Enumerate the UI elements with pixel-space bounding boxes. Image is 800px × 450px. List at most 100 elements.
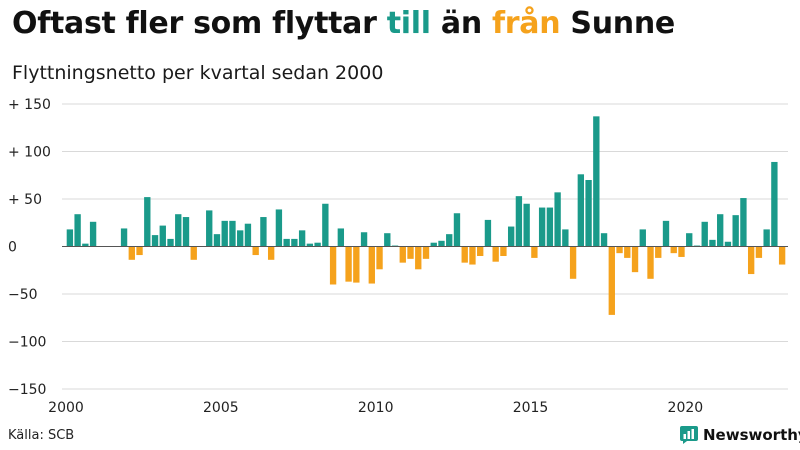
bar-2002-Q3 xyxy=(144,197,151,247)
bar-2011-Q3 xyxy=(422,246,430,259)
bar-2004-Q1 xyxy=(190,246,197,260)
bar-2003-Q3 xyxy=(175,214,182,247)
bar-2020-Q4 xyxy=(709,239,716,247)
bar-2017-Q2 xyxy=(600,233,608,247)
x-tick-label-2020: 2020 xyxy=(668,400,704,416)
bar-2015-Q4 xyxy=(554,192,561,247)
y-tick-label-4: −50 xyxy=(8,287,38,303)
bar-2022-Q1 xyxy=(747,246,755,275)
bar-2005-Q3 xyxy=(237,230,244,247)
bar-2019-Q3 xyxy=(670,246,677,254)
bar-2023-Q1 xyxy=(778,246,786,265)
bar-2002-Q4 xyxy=(151,235,159,247)
bar-2008-Q1 xyxy=(314,242,321,247)
bar-2021-Q2 xyxy=(724,241,732,247)
bar-2019-Q1 xyxy=(655,246,662,258)
bar-2000-Q2 xyxy=(74,214,81,247)
bar-2007-Q4 xyxy=(306,243,314,247)
y-tick-label-2: + 50 xyxy=(8,192,42,208)
bar-2006-Q3 xyxy=(267,246,275,260)
bar-2004-Q4 xyxy=(213,234,221,247)
bar-2009-Q4 xyxy=(368,246,375,284)
bar-2006-Q4 xyxy=(275,209,283,247)
bar-2017-Q4 xyxy=(616,246,623,254)
bar-2011-Q2 xyxy=(415,246,422,270)
bar-layer xyxy=(66,116,786,315)
bar-2003-Q1 xyxy=(159,225,166,247)
title-part-1: Oftast fler som flyttar xyxy=(12,6,387,41)
bar-2000-Q4 xyxy=(89,221,97,247)
bar-2014-Q3 xyxy=(515,196,523,247)
bar-2018-Q3 xyxy=(639,229,646,247)
bar-2021-Q3 xyxy=(732,215,739,247)
bar-2010-Q2 xyxy=(384,233,391,247)
bar-2012-Q4 xyxy=(461,246,468,263)
y-tick-label-1: + 100 xyxy=(8,145,51,161)
bar-2016-Q4 xyxy=(585,180,592,247)
bar-2018-Q1 xyxy=(624,246,631,258)
bar-2013-Q4 xyxy=(492,246,499,262)
bar-2019-Q2 xyxy=(662,220,670,247)
chart-subtitle: Flyttningsnetto per kvartal sedan 2000 xyxy=(12,62,384,84)
bar-2004-Q3 xyxy=(206,210,213,247)
bar-2015-Q1 xyxy=(531,246,538,258)
bar-2022-Q3 xyxy=(763,229,770,247)
bar-2014-Q1 xyxy=(500,246,507,256)
bar-2009-Q1 xyxy=(345,246,352,282)
y-tick-label-3: 0 xyxy=(8,240,17,256)
bar-2019-Q4 xyxy=(678,246,685,257)
bar-2007-Q1 xyxy=(283,238,290,247)
bar-2013-Q2 xyxy=(477,246,484,256)
bar-2008-Q4 xyxy=(337,228,345,247)
bar-2016-Q1 xyxy=(562,229,569,247)
bar-2022-Q4 xyxy=(771,161,778,247)
y-tick-label-5: −100 xyxy=(8,335,46,351)
bar-2008-Q3 xyxy=(329,246,337,285)
bar-2017-Q1 xyxy=(593,116,600,247)
title-word-an: än xyxy=(430,6,493,41)
bar-2000-Q1 xyxy=(66,229,74,247)
title-word-sunne: Sunne xyxy=(560,6,675,41)
bar-2022-Q2 xyxy=(755,246,763,258)
bar-2012-Q1 xyxy=(438,240,445,247)
bar-2014-Q2 xyxy=(507,226,515,247)
source-note: Källa: SCB xyxy=(8,428,75,443)
bar-2021-Q4 xyxy=(740,198,747,247)
brand-logo[interactable]: Newsworthy xyxy=(680,426,800,444)
bar-2013-Q1 xyxy=(469,246,476,265)
bar-2009-Q2 xyxy=(353,246,360,283)
bar-2005-Q1 xyxy=(221,220,228,247)
bar-2008-Q2 xyxy=(322,203,329,247)
x-tick-label-2015: 2015 xyxy=(513,400,549,416)
title-word-till: till xyxy=(386,6,431,41)
bar-2006-Q2 xyxy=(260,217,267,247)
bar-2014-Q4 xyxy=(523,203,530,247)
chart-title: Oftast fler som flyttar till än från Sun… xyxy=(12,6,675,41)
bar-2018-Q4 xyxy=(647,246,654,279)
bar-2013-Q3 xyxy=(484,219,492,247)
brand-name: Newsworthy xyxy=(703,426,800,444)
bar-2012-Q2 xyxy=(446,234,453,247)
bar-2016-Q2 xyxy=(569,246,577,279)
bar-2018-Q2 xyxy=(631,246,639,273)
newsworthy-logo-icon xyxy=(680,426,698,444)
x-tick-label-2005: 2005 xyxy=(203,400,239,416)
bar-2010-Q1 xyxy=(376,246,383,270)
y-tick-label-0: + 150 xyxy=(8,97,51,113)
bar-2005-Q2 xyxy=(229,220,236,247)
bar-2005-Q4 xyxy=(244,223,252,247)
x-tick-label-2000: 2000 xyxy=(48,400,84,416)
bar-2011-Q4 xyxy=(430,242,437,247)
bar-2009-Q3 xyxy=(360,232,368,247)
bar-2016-Q3 xyxy=(577,174,585,247)
bar-2003-Q2 xyxy=(167,238,174,247)
bar-2012-Q3 xyxy=(453,213,461,247)
bar-2002-Q2 xyxy=(136,246,143,256)
bar-2007-Q2 xyxy=(291,238,298,247)
bar-2015-Q3 xyxy=(546,207,554,247)
bar-2021-Q1 xyxy=(717,214,724,247)
bar-2001-Q4 xyxy=(120,228,128,247)
bar-2010-Q4 xyxy=(399,246,406,263)
